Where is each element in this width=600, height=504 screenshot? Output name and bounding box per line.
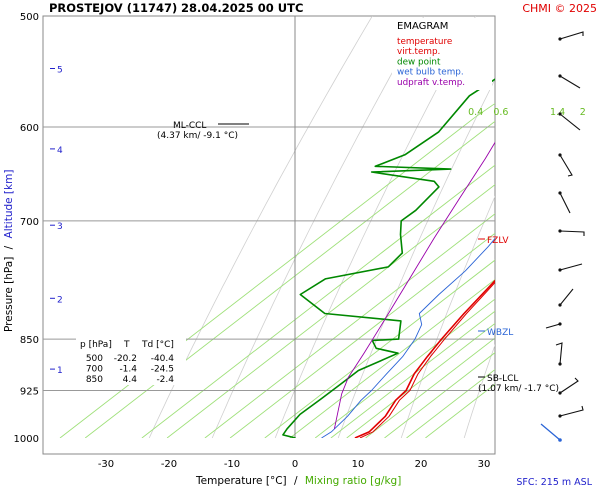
x-tick-label: 30 bbox=[478, 459, 491, 470]
table-cell: 500 bbox=[86, 354, 103, 364]
wind-barb-dot bbox=[558, 112, 561, 115]
mixing-ratio-line bbox=[583, 16, 600, 117]
table-cell: 700 bbox=[86, 365, 103, 375]
x-tick-label: 10 bbox=[352, 459, 365, 470]
x-axis-label: Temperature [°C] / Mixing ratio [g/kg] bbox=[195, 475, 401, 487]
wind-barb bbox=[560, 32, 583, 39]
surface-wind-dot bbox=[558, 438, 562, 442]
legend-item: temperature bbox=[397, 37, 452, 47]
wind-barb-dot bbox=[558, 74, 561, 77]
temperature-axis-label: Temperature [°C] bbox=[195, 475, 287, 487]
data-table: p [hPa] T Td [°C] 500 -20.2 -40.4 700 -1.4 -24.5… bbox=[80, 340, 174, 385]
legend-title: EMAGRAM bbox=[397, 21, 448, 32]
x-tick-label: 0 bbox=[292, 459, 298, 470]
wind-barb bbox=[546, 324, 560, 328]
y-axis-slash: / bbox=[3, 245, 15, 249]
altitude-tick-label: 3 bbox=[57, 222, 63, 232]
wind-barb bbox=[556, 343, 562, 364]
wind-barb-dot bbox=[558, 391, 561, 394]
datetime-title: 28.04.2025 00 UTC bbox=[181, 1, 303, 15]
altitude-tick-label: 1 bbox=[57, 366, 63, 376]
pressure-tick-label: 1000 bbox=[14, 434, 39, 445]
x-tick-label: -20 bbox=[161, 459, 177, 470]
wind-barb bbox=[560, 264, 582, 270]
table-cell: -24.5 bbox=[151, 365, 174, 375]
table-cell: -40.4 bbox=[151, 354, 175, 364]
pressure-tick-label: 500 bbox=[20, 12, 39, 23]
altitude-tick-label: 2 bbox=[57, 295, 63, 305]
wind-barb bbox=[560, 114, 580, 130]
wind-barb-dot bbox=[558, 229, 561, 232]
pressure-tick-label: 700 bbox=[20, 217, 39, 228]
table-header: Td [°C] bbox=[141, 340, 174, 350]
mixing-ratio-label: 0.4 bbox=[468, 107, 483, 118]
wind-barb-dot bbox=[558, 362, 561, 365]
pressure-tick-label: 600 bbox=[20, 123, 39, 134]
sfc-label: SFC: 215 m ASL bbox=[516, 477, 592, 488]
pressure-axis-ticks: 500 600 700 850 925 1000 bbox=[14, 12, 39, 445]
altitude-tick-label: 5 bbox=[57, 66, 63, 76]
x-tick-label: -10 bbox=[224, 459, 240, 470]
wind-barb bbox=[560, 155, 572, 176]
station-title: PROSTEJOV (11747) bbox=[49, 1, 177, 15]
legend-item: wet bulb temp. bbox=[397, 68, 464, 78]
table-header: T bbox=[123, 340, 130, 350]
surface-wind-barb bbox=[541, 424, 560, 440]
sb-lcl-value: (1.07 km/ -1.7 °C) bbox=[478, 384, 559, 394]
sb-lcl-label: SB-LCL bbox=[487, 374, 518, 384]
mixing-ratio-line bbox=[501, 16, 600, 117]
dry-adiabat-line bbox=[590, 16, 600, 438]
wind-barb-dot bbox=[558, 268, 561, 271]
pressure-tick-label: 850 bbox=[20, 335, 39, 346]
ml-ccl-value: (4.37 km/ -9.1 °C) bbox=[157, 131, 238, 141]
wind-barb-dot bbox=[558, 37, 561, 40]
x-tick-label: 20 bbox=[415, 459, 428, 470]
x-axis-ticks: -30 -20 -10 0 10 20 30 bbox=[98, 459, 491, 470]
mixing-ratio-line bbox=[558, 16, 600, 117]
x-tick-label: -30 bbox=[98, 459, 114, 470]
dry-adiabat-line bbox=[527, 16, 600, 438]
wind-barb bbox=[560, 76, 580, 88]
legend-item: virt.temp. bbox=[397, 47, 440, 57]
wind-barb-dot bbox=[558, 191, 561, 194]
wind-barb-dot bbox=[558, 414, 561, 417]
wind-barb bbox=[560, 378, 578, 393]
wind-barb bbox=[560, 289, 573, 305]
wbzl-label: WBZL bbox=[487, 328, 513, 338]
wind-barb-dot bbox=[558, 322, 561, 325]
mixing-ratio-label: 2 bbox=[580, 107, 586, 118]
legend-item: udpraft v.temp. bbox=[397, 78, 465, 88]
table-cell: 850 bbox=[86, 375, 103, 385]
table-cell: 4.4 bbox=[123, 375, 138, 385]
x-axis-slash: / bbox=[294, 475, 298, 487]
mixing-ratio-label: 0.6 bbox=[493, 107, 508, 118]
ml-ccl-label: ML-CCL bbox=[173, 121, 206, 131]
table-cell: -1.4 bbox=[119, 365, 137, 375]
altitude-tick-label: 4 bbox=[57, 146, 63, 156]
pressure-tick-label: 925 bbox=[20, 387, 39, 398]
table-cell: -20.2 bbox=[114, 354, 137, 364]
wind-barb-dot bbox=[558, 303, 561, 306]
credit-text: CHMI © 2025 bbox=[522, 2, 597, 15]
wind-barb-dot bbox=[558, 153, 561, 156]
pressure-axis-label: Pressure [hPa] bbox=[3, 257, 15, 332]
y-axis-label: Pressure [hPa] / Altitude [km] bbox=[3, 170, 15, 332]
wind-barb bbox=[560, 231, 584, 236]
wind-barb bbox=[560, 406, 583, 416]
wind-barbs bbox=[541, 32, 584, 442]
table-header: p [hPa] bbox=[80, 340, 112, 350]
mixing-ratio-axis-label: Mixing ratio [g/kg] bbox=[305, 475, 401, 487]
fzlv-label: FZLV bbox=[487, 236, 509, 246]
legend-item: dew point bbox=[397, 57, 441, 67]
wind-barb bbox=[560, 193, 570, 213]
table-cell: -2.4 bbox=[156, 375, 174, 385]
altitude-axis-label: Altitude [km] bbox=[3, 170, 15, 239]
